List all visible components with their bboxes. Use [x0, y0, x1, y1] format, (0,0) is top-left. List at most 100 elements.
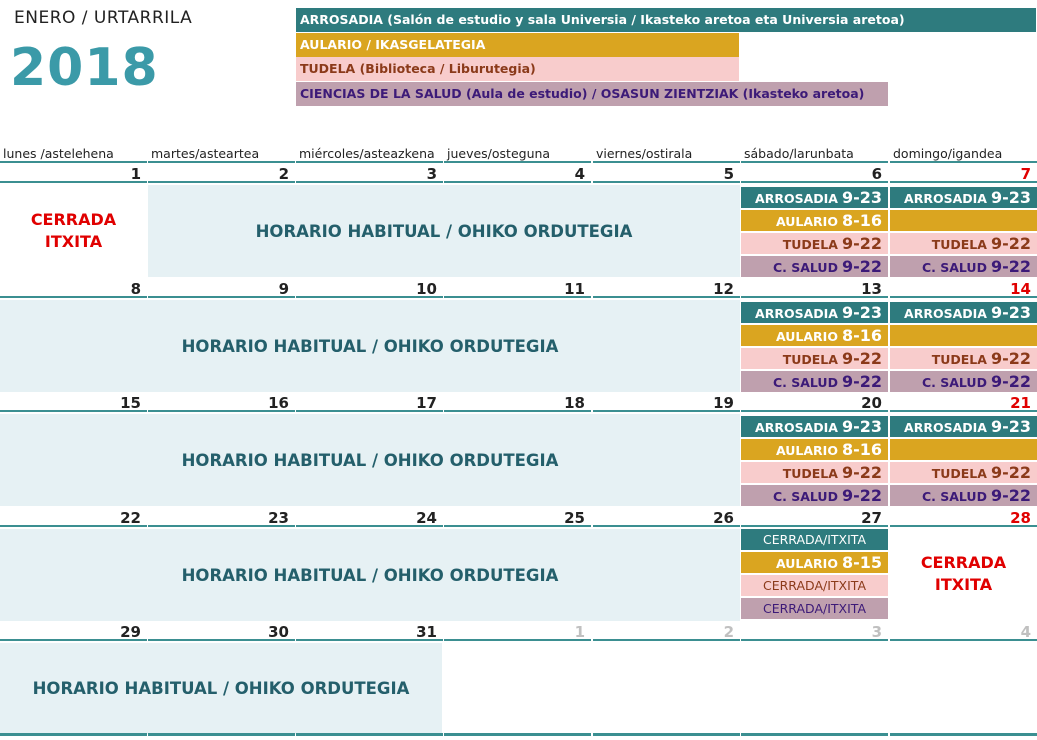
tudela-cell: TUDELA 9-22	[741, 348, 888, 369]
day-number: 8	[0, 280, 147, 298]
aulario-cell-hours: 8-15	[841, 553, 882, 572]
tudela-cell-label: TUDELA	[782, 352, 838, 367]
day-number: 4	[890, 623, 1037, 641]
arrosadia-cell-hours: 9-23	[841, 417, 882, 436]
salud-cell-label: C. SALUD	[921, 375, 987, 390]
arrosadia-cell-hours: 9-23	[990, 188, 1031, 207]
day-number: 18	[444, 394, 591, 412]
weekday-header: viernes/ostirala	[593, 146, 740, 163]
closed-notice: CERRADA ITXITA	[0, 185, 147, 277]
day-number: 16	[148, 394, 295, 412]
tudela-cell-hours: 9-22	[990, 234, 1031, 253]
habitual-schedule-band: HORARIO HABITUAL / OHIKO ORDUTEGIA	[0, 300, 740, 392]
day-number: 7	[890, 165, 1037, 183]
arrosadia-closed-cell-label: CERRADA/ITXITA	[763, 532, 866, 547]
tudela-cell: TUDELA 9-22	[890, 462, 1037, 483]
aulario-cell: AULARIO 8-16	[741, 325, 888, 346]
arrosadia-closed-cell: CERRADA/ITXITA	[741, 529, 888, 550]
arrosadia-cell: ARROSADIA 9-23	[890, 302, 1037, 323]
salud-cell: C. SALUD 9-22	[741, 256, 888, 277]
day-number: 22	[0, 509, 147, 527]
tudela-cell-label: TUDELA	[931, 237, 987, 252]
habitual-schedule-band: HORARIO HABITUAL / OHIKO ORDUTEGIA	[0, 414, 740, 506]
day-number: 2	[148, 165, 295, 183]
closed-notice: CERRADA ITXITA	[890, 528, 1037, 620]
tudela-cell: TUDELA 9-22	[890, 233, 1037, 254]
day-number: 31	[296, 623, 443, 641]
arrosadia-cell: ARROSADIA 9-23	[741, 416, 888, 437]
arrosadia-cell-label: ARROSADIA	[755, 191, 838, 206]
aulario-cell-label: AULARIO	[775, 556, 838, 571]
salud-cell-hours: 9-22	[990, 257, 1031, 276]
arrosadia-cell-label: ARROSADIA	[904, 191, 987, 206]
tudela-cell: TUDELA 9-22	[890, 348, 1037, 369]
salud-cell: C. SALUD 9-22	[890, 256, 1037, 277]
aulario-cell-empty	[890, 325, 1037, 346]
salud-cell-hours: 9-22	[990, 372, 1031, 391]
tudela-cell-hours: 9-22	[841, 349, 882, 368]
day-number: 23	[148, 509, 295, 527]
weekday-header: martes/asteartea	[148, 146, 295, 163]
legend-item: AULARIO / IKASGELATEGIA	[296, 33, 739, 57]
day-number: 24	[296, 509, 443, 527]
aulario-cell-hours: 8-16	[841, 440, 882, 459]
tudela-cell-hours: 9-22	[990, 463, 1031, 482]
day-number: 19	[593, 394, 740, 412]
day-number: 10	[296, 280, 443, 298]
salud-cell-label: C. SALUD	[772, 260, 838, 275]
arrosadia-cell: ARROSADIA 9-23	[741, 302, 888, 323]
aulario-cell-hours: 8-16	[841, 326, 882, 345]
salud-cell-label: C. SALUD	[921, 489, 987, 504]
tudela-cell: TUDELA 9-22	[741, 462, 888, 483]
arrosadia-cell: ARROSADIA 9-23	[741, 187, 888, 208]
day-number: 3	[741, 623, 888, 641]
tudela-cell: TUDELA 9-22	[741, 233, 888, 254]
aulario-cell-label: AULARIO	[775, 214, 838, 229]
closed-line-2: ITXITA	[44, 232, 103, 251]
day-number: 15	[0, 394, 147, 412]
habitual-schedule-band: HORARIO HABITUAL / OHIKO ORDUTEGIA	[0, 643, 442, 734]
salud-cell-label: C. SALUD	[772, 375, 838, 390]
weekday-header: lunes /astelehena	[0, 146, 147, 163]
bottom-border	[0, 733, 147, 736]
day-number: 29	[0, 623, 147, 641]
bottom-border	[593, 733, 740, 736]
arrosadia-cell: ARROSADIA 9-23	[890, 187, 1037, 208]
day-number: 3	[296, 165, 443, 183]
closed-line-1: CERRADA	[920, 553, 1007, 572]
salud-cell: C. SALUD 9-22	[741, 371, 888, 392]
bottom-border	[148, 733, 295, 736]
closed-line-1: CERRADA	[30, 210, 117, 229]
day-number: 1	[0, 165, 147, 183]
arrosadia-cell-label: ARROSADIA	[755, 306, 838, 321]
day-number: 11	[444, 280, 591, 298]
tudela-cell-hours: 9-22	[841, 234, 882, 253]
tudela-cell-hours: 9-22	[990, 349, 1031, 368]
habitual-schedule-band: HORARIO HABITUAL / OHIKO ORDUTEGIA	[0, 529, 740, 621]
legend-item: ARROSADIA (Salón de estudio y sala Unive…	[296, 8, 1036, 32]
bottom-border	[296, 733, 443, 736]
salud-cell-hours: 9-22	[841, 372, 882, 391]
bottom-border	[444, 733, 591, 736]
year-title: 2018	[10, 38, 159, 98]
day-number: 13	[741, 280, 888, 298]
arrosadia-cell-label: ARROSADIA	[904, 306, 987, 321]
aulario-cell-label: AULARIO	[775, 443, 838, 458]
day-number: 14	[890, 280, 1037, 298]
weekday-header: jueves/osteguna	[444, 146, 591, 163]
tudela-cell-label: TUDELA	[782, 237, 838, 252]
aulario-cell-empty	[890, 210, 1037, 231]
aulario-cell-empty	[890, 439, 1037, 460]
aulario-cell-label: AULARIO	[775, 329, 838, 344]
weekday-header: miércoles/asteazkena	[296, 146, 443, 163]
aulario-cell: AULARIO 8-16	[741, 210, 888, 231]
weekday-header: sábado/larunbata	[741, 146, 888, 163]
day-number: 25	[444, 509, 591, 527]
day-number: 6	[741, 165, 888, 183]
habitual-schedule-band: HORARIO HABITUAL / OHIKO ORDUTEGIA	[148, 185, 740, 277]
legend-item: CIENCIAS DE LA SALUD (Aula de estudio) /…	[296, 82, 888, 106]
day-number: 20	[741, 394, 888, 412]
salud-cell: C. SALUD 9-22	[890, 371, 1037, 392]
day-number: 30	[148, 623, 295, 641]
aulario-cell: AULARIO 8-15	[741, 552, 888, 573]
